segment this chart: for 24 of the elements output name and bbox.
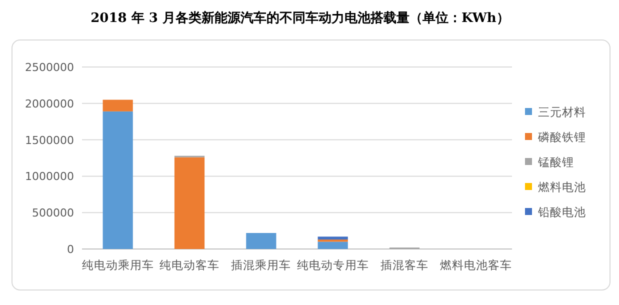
bar xyxy=(318,242,348,249)
x-tick-label: 插混乘用车 xyxy=(231,258,292,272)
legend-label: 铅酸电池 xyxy=(537,205,586,219)
chart-title: 2018 年 3 月各类新能源汽车的不同车动力电池搭载量（单位：KWh） xyxy=(90,10,510,26)
y-tick-label: 2500000 xyxy=(25,61,74,74)
bar xyxy=(246,232,276,249)
legend-label: 磷酸铁锂 xyxy=(537,130,586,144)
bar xyxy=(102,111,133,249)
legend-label: 锰酸锂 xyxy=(537,155,574,169)
y-tick-label: 2000000 xyxy=(25,97,74,110)
y-tick-label: 1000000 xyxy=(25,170,74,184)
x-tick-label: 插混客车 xyxy=(380,258,428,272)
bar xyxy=(318,236,348,240)
legend-label: 燃料电池 xyxy=(538,180,586,194)
y-tick-label: 500000 xyxy=(32,206,74,220)
x-tick-label: 纯电动专用车 xyxy=(296,258,369,272)
legend-label: 三元材料 xyxy=(538,105,586,119)
y-tick-label: 1500000 xyxy=(25,134,74,147)
bar xyxy=(174,157,205,249)
x-tick-label: 燃料电池客车 xyxy=(440,258,512,272)
x-tick-label: 纯电动乘用车 xyxy=(82,258,154,272)
bar xyxy=(102,100,133,112)
y-tick-label: 0 xyxy=(67,243,74,256)
x-tick-label: 纯电动客车 xyxy=(160,258,220,272)
